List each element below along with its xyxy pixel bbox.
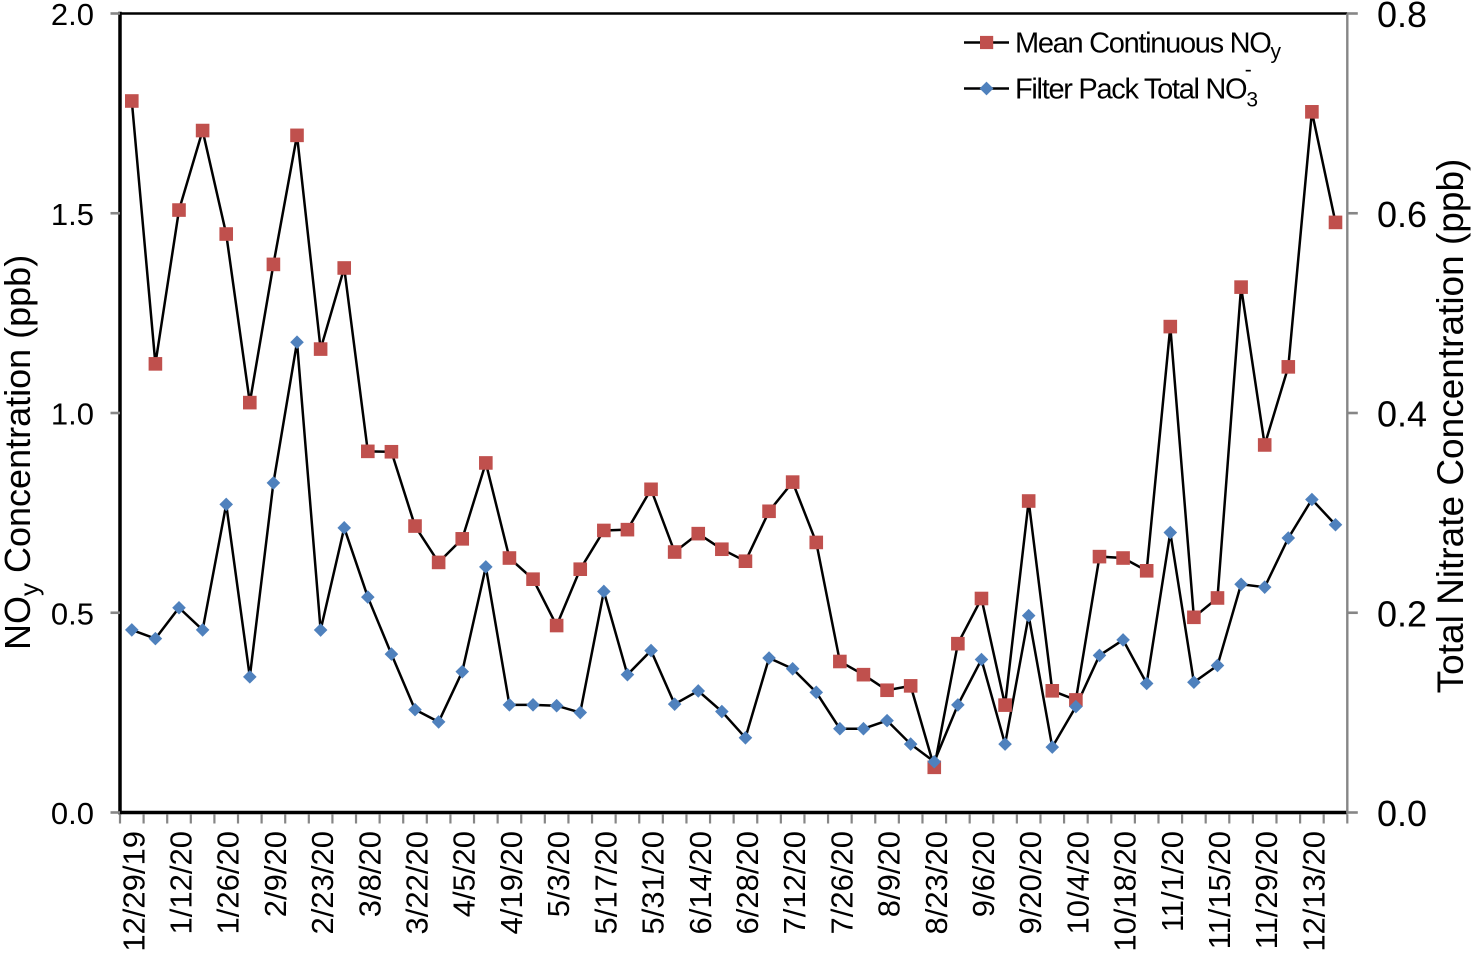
svg-text:0.0: 0.0 [1377, 793, 1427, 834]
svg-text:0.2: 0.2 [1377, 593, 1427, 634]
svg-text:2/9/20: 2/9/20 [258, 831, 293, 917]
svg-text:11/15/20: 11/15/20 [1202, 831, 1237, 949]
svg-text:3/8/20: 3/8/20 [352, 831, 387, 917]
svg-text:5/17/20: 5/17/20 [588, 831, 623, 934]
svg-text:8/23/20: 8/23/20 [919, 831, 954, 934]
svg-text:1.5: 1.5 [51, 197, 94, 232]
svg-text:12/13/20: 12/13/20 [1296, 831, 1331, 951]
svg-text:4/5/20: 4/5/20 [447, 831, 482, 917]
svg-text:3/22/20: 3/22/20 [400, 831, 435, 934]
svg-text:1.0: 1.0 [51, 397, 94, 432]
svg-text:0.5: 0.5 [51, 596, 94, 631]
svg-text:9/6/20: 9/6/20 [966, 831, 1001, 917]
svg-text:12/29/19: 12/29/19 [116, 831, 151, 951]
svg-text:0.6: 0.6 [1377, 194, 1427, 235]
svg-text:2.0: 2.0 [51, 0, 94, 32]
svg-text:10/18/20: 10/18/20 [1108, 831, 1143, 951]
svg-text:2/23/20: 2/23/20 [305, 831, 340, 934]
svg-text:Mean Continuous NOy: Mean Continuous NOy [1015, 28, 1281, 64]
svg-text:NOy Concentration (ppb): NOy Concentration (ppb) [0, 255, 44, 650]
svg-text:1/12/20: 1/12/20 [164, 831, 199, 934]
svg-text:0.0: 0.0 [51, 796, 94, 831]
svg-text:5/3/20: 5/3/20 [541, 831, 576, 917]
svg-text:6/14/20: 6/14/20 [683, 831, 718, 934]
svg-text:0.4: 0.4 [1377, 394, 1427, 435]
svg-text:11/1/20: 11/1/20 [1155, 831, 1190, 932]
svg-text:4/19/20: 4/19/20 [494, 831, 529, 934]
svg-text:7/12/20: 7/12/20 [777, 831, 812, 934]
svg-text:5/31/20: 5/31/20 [636, 831, 671, 934]
svg-text:0.8: 0.8 [1377, 0, 1427, 35]
svg-text:11/29/20: 11/29/20 [1249, 831, 1284, 949]
svg-text:6/28/20: 6/28/20 [730, 831, 765, 934]
svg-text:Total Nitrate Concentration (p: Total Nitrate Concentration (ppb) [1430, 159, 1471, 694]
svg-text:9/20/20: 9/20/20 [1013, 831, 1048, 934]
svg-text:1/26/20: 1/26/20 [211, 831, 246, 934]
svg-text:7/26/20: 7/26/20 [824, 831, 859, 934]
svg-text:10/4/20: 10/4/20 [1060, 831, 1095, 934]
svg-text:8/9/20: 8/9/20 [872, 831, 907, 917]
